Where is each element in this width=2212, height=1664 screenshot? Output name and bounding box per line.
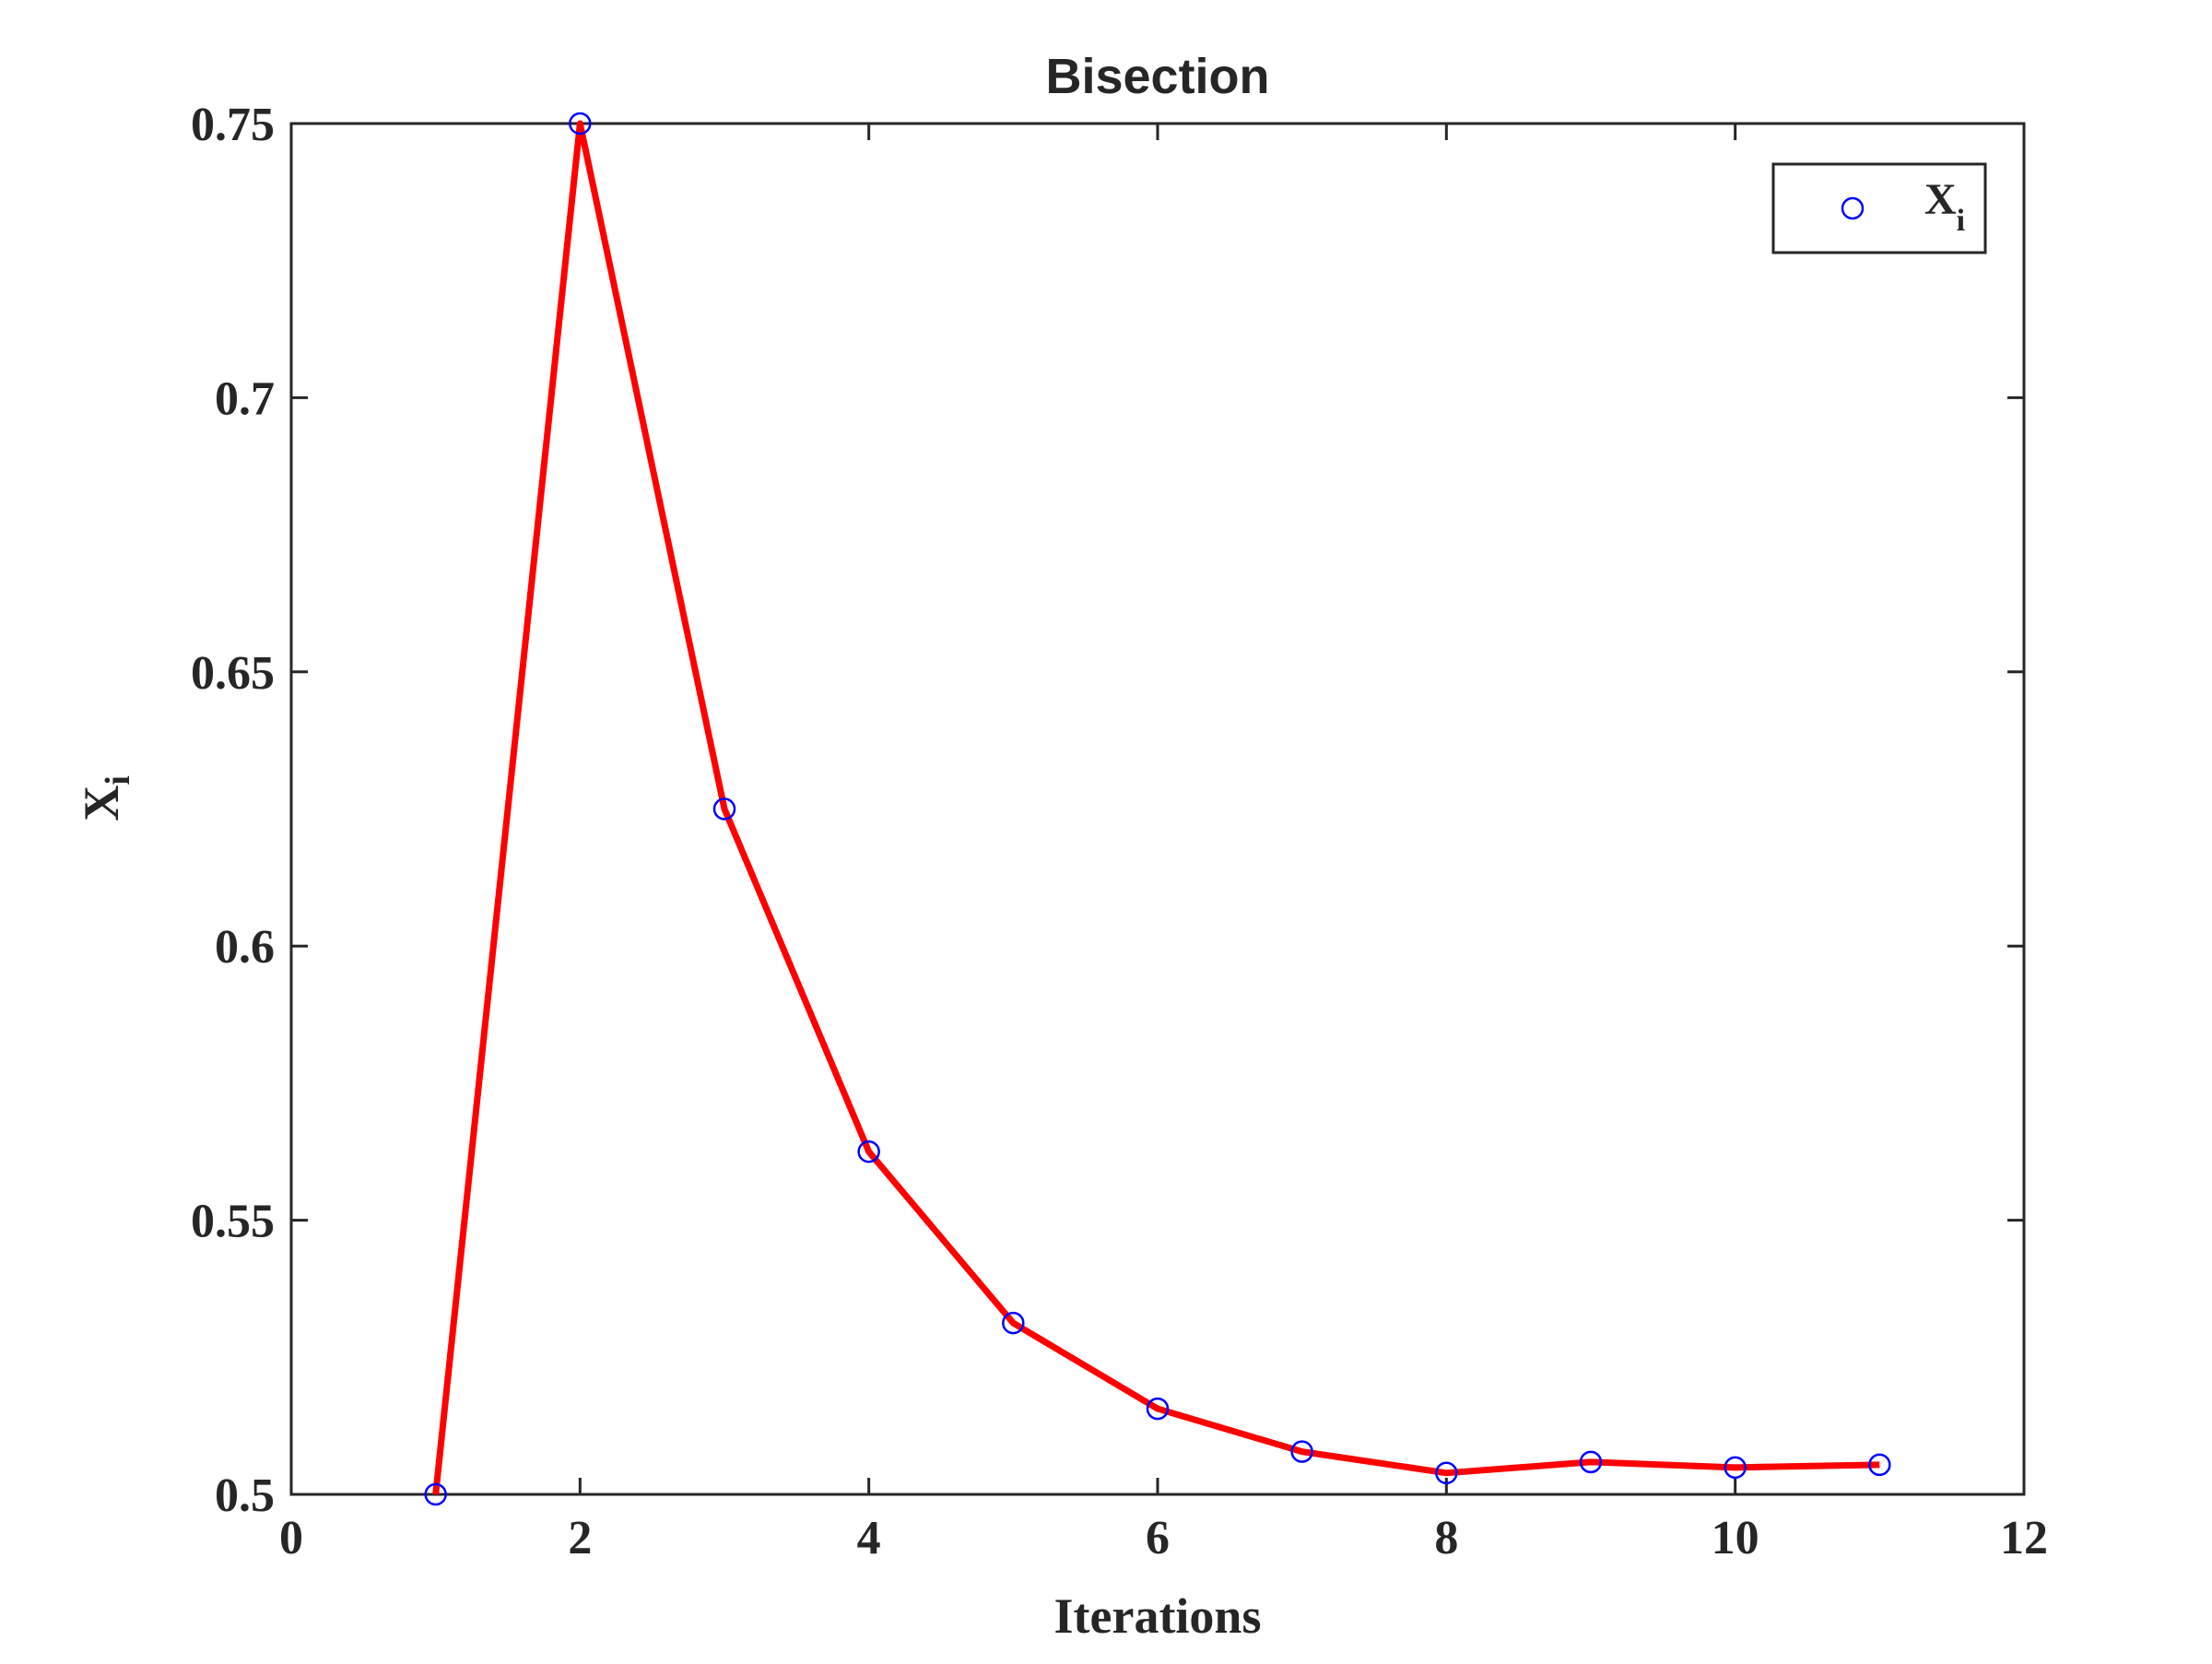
data-point bbox=[857, 1140, 880, 1163]
data-point bbox=[1146, 1397, 1170, 1421]
y-tick-label: 0.75 bbox=[191, 99, 275, 151]
data-point bbox=[1724, 1456, 1747, 1480]
x-tick-label: 10 bbox=[1712, 1512, 1759, 1564]
y-axis-label: Xi bbox=[74, 775, 137, 821]
y-tick-label: 0.7 bbox=[215, 372, 275, 425]
legend-box bbox=[1771, 162, 1987, 254]
legend-label: Xi bbox=[1924, 175, 1965, 238]
data-point bbox=[424, 1482, 447, 1506]
y-axis-label-main: X bbox=[74, 785, 129, 821]
x-tick-label: 4 bbox=[857, 1512, 881, 1564]
chart-title: Bisection bbox=[1045, 49, 1269, 104]
x-tick-label: 6 bbox=[1146, 1512, 1170, 1564]
x-tick-label: 0 bbox=[279, 1512, 303, 1564]
y-tick-label: 0.6 bbox=[215, 921, 275, 974]
data-point bbox=[1435, 1461, 1458, 1485]
y-tick-label: 0.5 bbox=[215, 1469, 275, 1522]
data-point bbox=[712, 797, 736, 820]
y-tick-label: 0.55 bbox=[191, 1196, 275, 1248]
x-tick-label: 2 bbox=[568, 1512, 592, 1564]
svg-text:Xi: Xi bbox=[74, 775, 137, 821]
data-point bbox=[1579, 1450, 1603, 1474]
data-point bbox=[569, 112, 592, 136]
x-axis-label: Iterations bbox=[1054, 1588, 1262, 1644]
legend-marker bbox=[1841, 196, 1865, 220]
y-axis-label-sub: i bbox=[99, 775, 137, 785]
x-tick-label: 8 bbox=[1434, 1512, 1458, 1564]
data-point bbox=[1290, 1440, 1313, 1463]
data-point bbox=[1868, 1453, 1891, 1477]
data-point bbox=[1002, 1311, 1025, 1335]
series-line bbox=[432, 120, 1880, 1495]
y-tick-label: 0.65 bbox=[191, 647, 275, 700]
x-tick-label: 12 bbox=[2000, 1512, 2048, 1564]
